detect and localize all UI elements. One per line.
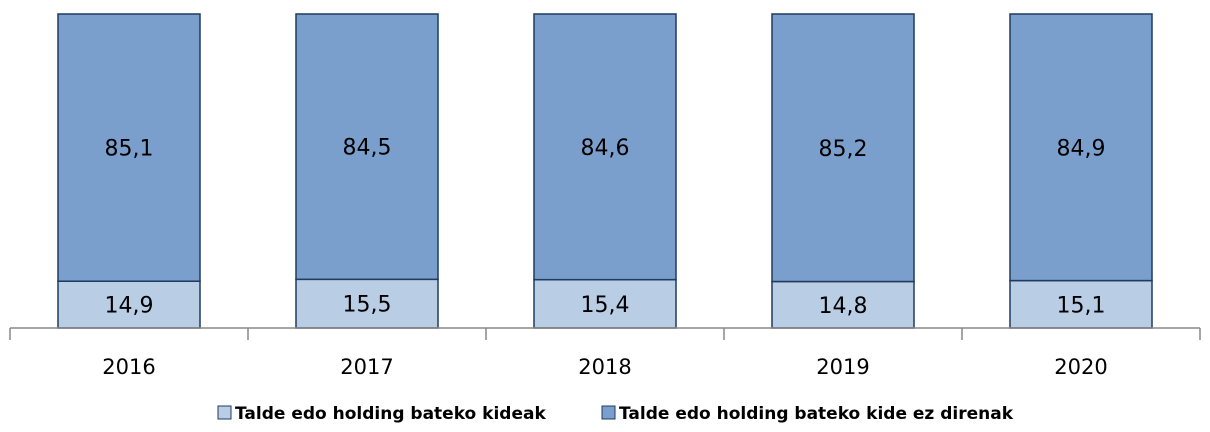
- value-label: 14,8: [819, 294, 868, 319]
- value-label: 15,4: [581, 293, 630, 318]
- legend-swatch: [217, 405, 232, 420]
- bar-segment: [295, 13, 439, 281]
- bar-segment: [771, 13, 915, 283]
- bar-segment: [1009, 13, 1153, 282]
- bar-segment: [533, 13, 677, 281]
- value-label: 85,2: [819, 137, 868, 162]
- legend-swatch: [601, 405, 616, 420]
- bar-segment: [57, 280, 201, 329]
- x-tick-label: 2020: [1054, 355, 1107, 379]
- value-label: 84,5: [343, 136, 392, 161]
- x-tick-label: 2018: [578, 355, 631, 379]
- x-tick-label: 2016: [102, 355, 155, 379]
- bar-segment: [57, 13, 201, 282]
- value-label: 15,5: [343, 293, 392, 318]
- value-label: 15,1: [1057, 293, 1106, 318]
- value-label: 84,6: [581, 136, 630, 161]
- value-label: 84,9: [1057, 136, 1106, 161]
- value-label: 14,9: [105, 294, 154, 319]
- value-label: 85,1: [105, 137, 154, 162]
- x-tick-label: 2017: [340, 355, 393, 379]
- legend-label: Talde edo holding bateko kide ez direnak: [619, 404, 1014, 424]
- legend-label: Talde edo holding bateko kideak: [235, 404, 546, 424]
- x-tick-label: 2019: [816, 355, 869, 379]
